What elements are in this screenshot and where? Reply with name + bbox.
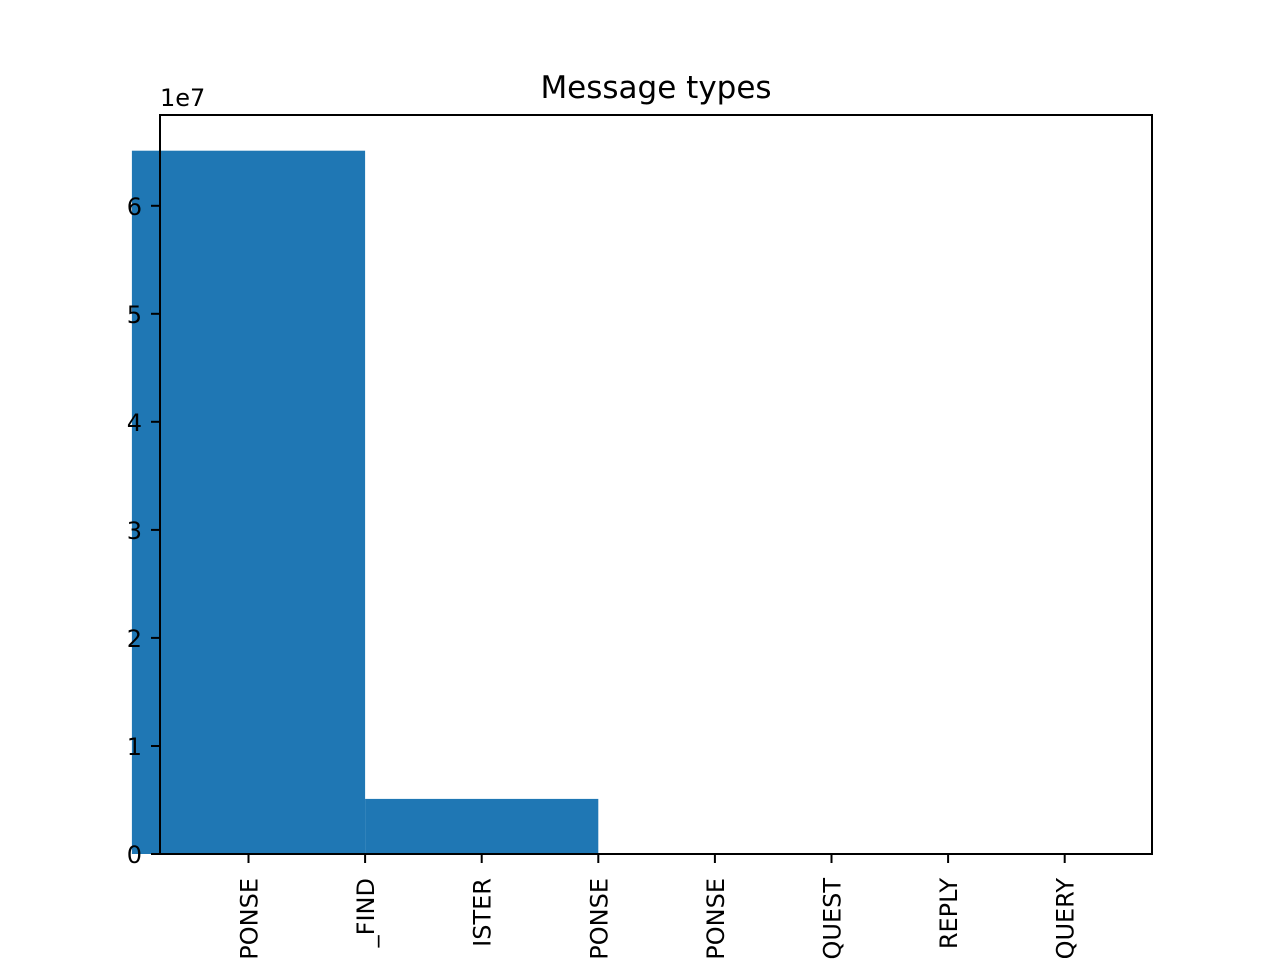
x-tick-label-3: PONSE	[585, 878, 613, 960]
x-tick-label-1: _FIND	[352, 878, 380, 948]
y-axis-offset-label: 1e7	[160, 84, 205, 112]
x-tick-label-0: PONSE	[236, 878, 264, 960]
bars	[131, 150, 599, 854]
y-tick-label-5: 5	[127, 301, 142, 329]
y-tick-label-0: 0	[127, 841, 142, 869]
y-tick-label-3: 3	[127, 517, 142, 545]
y-tick-label-1: 1	[127, 733, 142, 761]
x-tick-label-2: ISTER	[469, 878, 497, 947]
y-tick-label-4: 4	[127, 409, 142, 437]
x-tick-label-4: PONSE	[702, 878, 730, 960]
plot-frame	[159, 114, 1153, 855]
y-axis: 0 1 2 3 4 5 6	[127, 193, 160, 869]
x-axis: PONSE _FIND ISTER PONSE PONSE QUEST REPLY QUERY	[236, 854, 1080, 960]
x-tick-label-5: QUEST	[819, 878, 847, 960]
bar-0	[131, 150, 366, 854]
bar-2	[365, 798, 599, 854]
x-tick-label-6: REPLY	[935, 878, 963, 949]
chart-title: Message types	[540, 70, 771, 106]
y-tick-label-6: 6	[127, 193, 142, 221]
x-tick-label-7: QUERY	[1052, 878, 1080, 960]
y-tick-label-2: 2	[127, 625, 142, 653]
